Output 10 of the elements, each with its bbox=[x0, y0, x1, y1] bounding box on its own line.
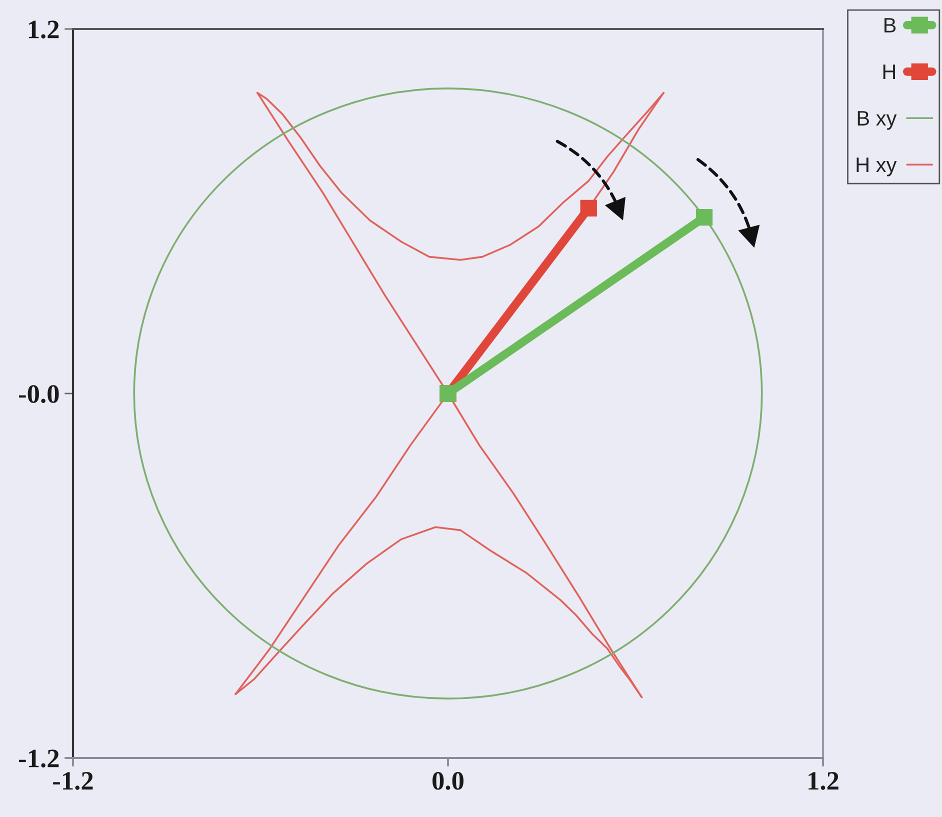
y-tick-label: 1.2 bbox=[28, 20, 59, 39]
x-tick-label: 0.0 bbox=[432, 772, 464, 790]
legend-label: B xy bbox=[858, 111, 897, 130]
x-tick-label: -1.2 bbox=[53, 772, 93, 790]
legend-label: B bbox=[884, 18, 896, 32]
legend-label: H xy bbox=[856, 158, 897, 176]
legend-label: H bbox=[883, 64, 896, 79]
y-tick-label: -0.0 bbox=[19, 385, 59, 404]
x-tick-label: 1.2 bbox=[808, 772, 838, 790]
y-tick-label: -1.2 bbox=[19, 750, 59, 768]
